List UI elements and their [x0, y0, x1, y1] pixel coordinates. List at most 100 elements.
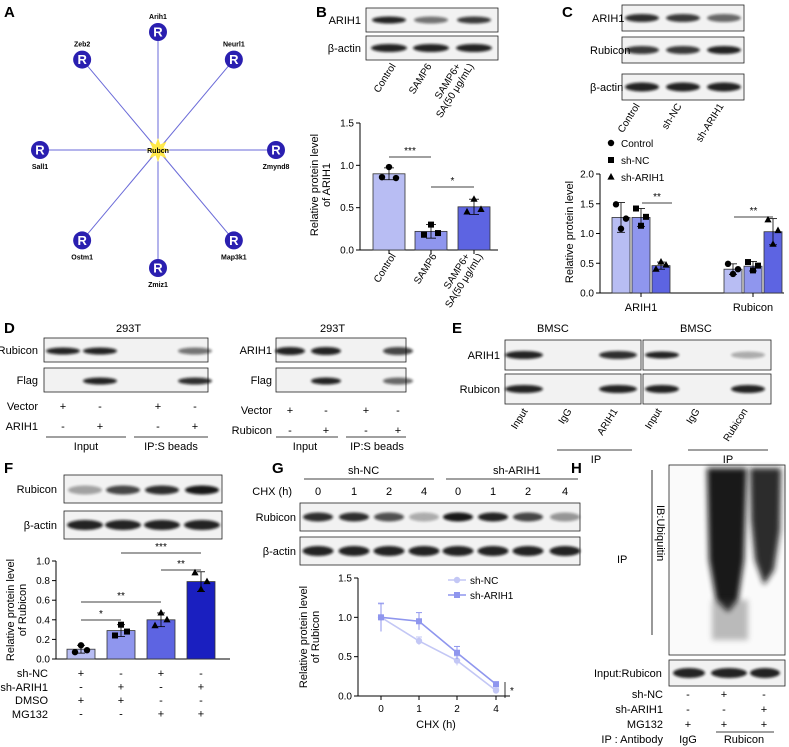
c-point — [662, 261, 670, 268]
f-point — [197, 585, 205, 593]
h-sign: - — [762, 689, 766, 701]
d-right-sign: + — [395, 425, 401, 437]
panel-c-blot: ARIH1 Rubicon β-actin Control sh-NC sh-A… — [590, 4, 745, 144]
g-y-tick-label: 1.0 — [338, 613, 352, 624]
d-right-sign: - — [324, 405, 328, 417]
c-point — [745, 259, 751, 266]
f-point — [71, 648, 79, 656]
h-sign: + — [685, 719, 691, 731]
chart-c: Control sh-NC sh-ARIH1 0.0 0.5 1.0 1.5 2.0 Relat… — [564, 14, 784, 314]
d-left-flag-band — [83, 377, 117, 385]
e-lane-arih1: ARIH1 — [596, 406, 621, 437]
panel-label-g: G — [272, 460, 284, 477]
g-bands-and-times: 0 1 2 4 0 1 2 4 — [302, 486, 581, 556]
gene-network: R Arih1 R Zeb2 R Neurl1 R Sall1 R Zmynd8 R Ostm1 R Ma… — [31, 14, 290, 289]
node-circle — [224, 50, 243, 69]
h-bands-and-signs: - + - - - + + + + — [673, 468, 781, 731]
c-legend-sh-nc: sh-NC — [621, 156, 649, 167]
f-point — [203, 577, 211, 585]
b-y-label: Relative protein level — [309, 134, 321, 236]
e-right-cell: BMSC — [680, 323, 712, 335]
g-rubicon-band — [550, 512, 580, 522]
f-bar — [186, 581, 216, 660]
c-actin-band — [625, 82, 659, 92]
e-left-arih1-band — [505, 351, 543, 359]
b-y-label-line2: of ARIH1 — [321, 163, 333, 207]
g-sig-label: * — [510, 686, 514, 697]
h-input-band — [673, 668, 705, 678]
f-y-tick-label: 0.2 — [36, 635, 50, 646]
c-point — [612, 201, 620, 208]
f-row-mg132: MG132 — [12, 709, 48, 721]
g-y-label-line2: of Rubicon — [310, 611, 322, 664]
d-right-group-input: Input — [293, 441, 317, 453]
b-point — [385, 163, 393, 171]
h-smear-lane3 — [750, 468, 781, 585]
c-point — [734, 266, 742, 273]
f-point — [118, 621, 124, 628]
panel-e-blots: BMSC BMSC ARIH1 Rubicon Input IgG ARIH1 … — [460, 323, 772, 466]
d-left-sign: + — [155, 401, 161, 413]
panel-label-c: C — [562, 4, 573, 21]
g-x-tick-label: 4 — [493, 704, 499, 715]
f-sign: + — [118, 695, 124, 707]
b-point — [463, 207, 471, 215]
c-blot-label-rubicon: Rubicon — [590, 45, 630, 57]
h-sign: + — [721, 719, 727, 731]
e-left-arih1-band — [599, 351, 637, 359]
d-right-flag-band — [383, 377, 413, 385]
c-lane-sharih1: sh-ARIH1 — [694, 101, 727, 144]
g-point — [415, 637, 423, 645]
g-point — [416, 618, 422, 625]
b-x-label-samp6: SAMP6 — [412, 251, 440, 286]
g-actin-band — [477, 546, 509, 556]
f-label-rubicon: Rubicon — [17, 484, 57, 496]
b-lane-samp6: SAMP6 — [407, 61, 435, 96]
c-lane-shnc: sh-NC — [660, 102, 684, 132]
h-antibody-label: IP : Antibody — [601, 734, 663, 746]
g-rubicon-band — [409, 512, 439, 522]
c-point — [729, 270, 737, 278]
panel-label-b: B — [316, 4, 327, 21]
g-series-line-sh-arih1 — [380, 616, 497, 685]
g-actin-band — [338, 546, 370, 556]
c-y-tick-label: 0.5 — [580, 259, 594, 270]
f-actin-band — [67, 520, 103, 530]
c-legend-sh-arih1: sh-ARIH1 — [621, 173, 665, 184]
h-sign: - — [686, 704, 690, 716]
d-bands-and-signs: + - + - - + - + + - + - - + - + — [46, 347, 413, 437]
c-lane-control: Control — [616, 102, 642, 135]
d-left-sign: - — [61, 421, 65, 433]
b-blot-label-arih1: ARIH1 — [329, 15, 361, 27]
chart-f: 0.0 0.2 0.4 0.6 0.8 1.0 Relative protein level… — [5, 485, 230, 721]
g-timepoint: 2 — [386, 486, 392, 498]
c-point — [774, 226, 782, 234]
f-y-tick-label: 0.8 — [36, 576, 50, 587]
d-right-arih1-band — [275, 347, 305, 355]
f-sign: - — [119, 709, 123, 721]
c-point — [617, 225, 625, 232]
chart-b: 0.0 0.5 1.0 1.5 Relative protein level of ARI… — [309, 16, 498, 310]
g-rubicon-band — [478, 512, 508, 522]
panel-d-blots: 293T Rubicon Flag Vector ARIH1 Input IP:… — [0, 323, 407, 453]
node-circle — [73, 231, 92, 250]
g-legend-marker — [454, 592, 460, 598]
d-left-label-flag: Flag — [17, 375, 38, 387]
b-blot-label-actin: β-actin — [328, 43, 361, 55]
f-sign: - — [199, 695, 203, 707]
e-right-rubicon-band — [645, 385, 679, 393]
e-lane-igg-2: IgG — [685, 407, 703, 427]
c-legend-control: Control — [621, 139, 653, 150]
g-x-label: CHX (h) — [416, 719, 456, 731]
d-right-label-arih1: ARIH1 — [240, 345, 272, 357]
c-point — [638, 222, 644, 229]
g-actin-band — [373, 546, 405, 556]
g-rubicon-band — [339, 512, 369, 522]
b-arih1-band — [372, 16, 406, 24]
f-rubicon-band — [106, 485, 140, 495]
node-circle — [149, 23, 167, 41]
b-sig-1-label: *** — [404, 146, 416, 157]
f-actin-band — [184, 520, 220, 530]
c-sig-2-label: ** — [750, 206, 758, 217]
network-edge — [81, 59, 159, 151]
